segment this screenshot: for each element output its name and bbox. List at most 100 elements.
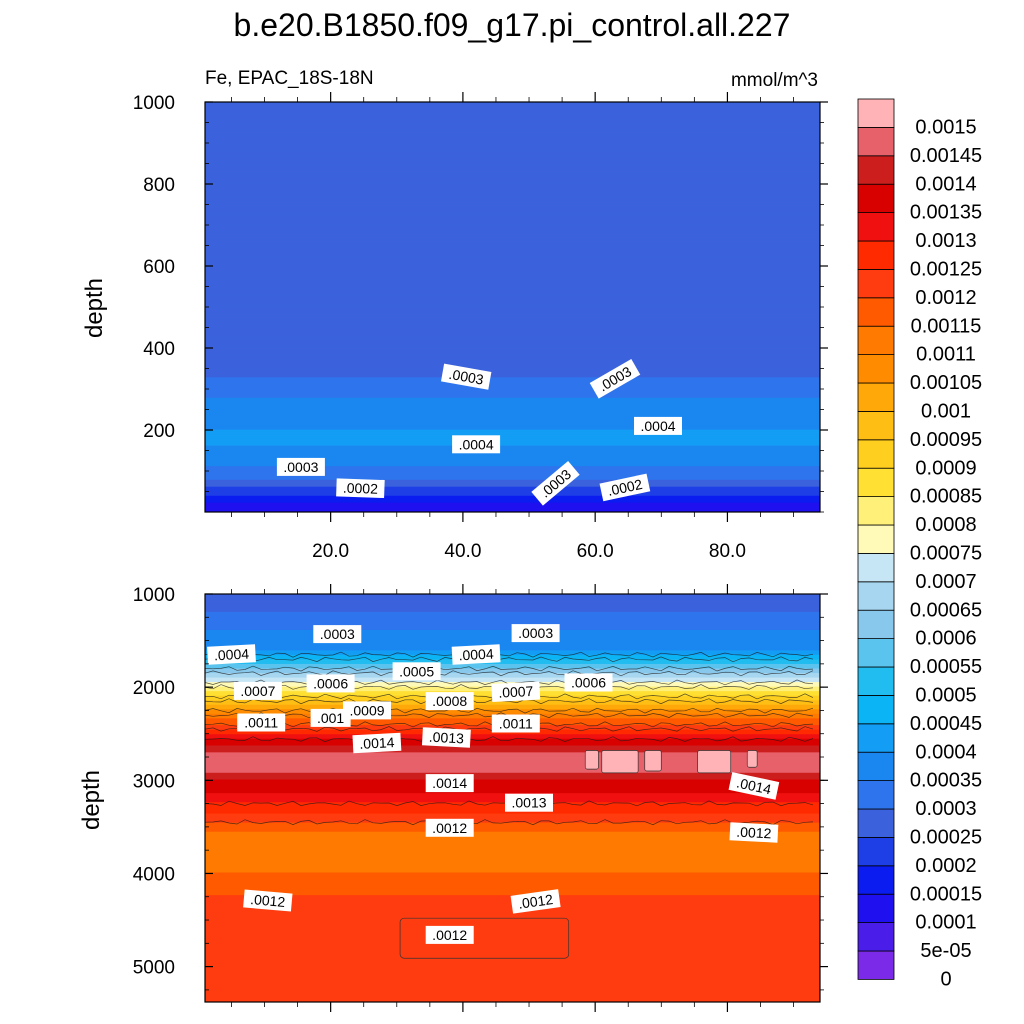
contour-band	[205, 865, 820, 869]
contour-band	[205, 763, 820, 767]
contour-band	[205, 306, 820, 310]
contour-band	[205, 188, 820, 192]
contour-label: .0007	[491, 681, 541, 703]
contour-band	[205, 702, 820, 706]
contour-band	[205, 985, 820, 989]
contour-label-bg	[491, 681, 541, 703]
contour-label-text: .0006	[313, 675, 348, 691]
contour-band	[205, 679, 820, 683]
contour-band	[205, 999, 820, 1003]
contour-band	[205, 283, 820, 287]
contour-band	[205, 883, 820, 887]
colorbar-label: 5e-05	[920, 940, 971, 962]
contour-band	[205, 400, 820, 403]
contour-band	[205, 831, 820, 835]
contour-band	[205, 858, 820, 862]
contour-band	[205, 648, 820, 651]
contour-label-bg	[589, 359, 641, 399]
contour-band	[205, 231, 820, 235]
contour-band	[205, 308, 820, 312]
contour-label: .0003	[313, 625, 362, 644]
contour-band	[205, 479, 820, 483]
contour-band	[205, 425, 820, 429]
contour-line	[204, 736, 814, 743]
contour-band	[205, 270, 820, 274]
contour-band	[205, 372, 820, 376]
contour-band	[205, 484, 820, 488]
colorbar-swatch	[857, 922, 895, 952]
contour-band	[205, 110, 820, 114]
contour-band	[205, 261, 820, 265]
contour-band	[205, 618, 820, 622]
contour-band	[205, 852, 820, 855]
contour-band	[205, 274, 820, 278]
contour-label: .0011	[491, 714, 540, 733]
contour-band	[205, 365, 820, 369]
contour-band	[205, 347, 820, 351]
colorbar: 0 5e-05 0.0001 0.00015 0.0002 0.00025 0.0003 0.…	[857, 98, 982, 991]
contour-label: .001	[310, 708, 351, 727]
contour-band	[205, 418, 820, 422]
contour-label: .0003	[441, 363, 492, 390]
colorbar-swatch	[857, 325, 895, 356]
y-tick-label: 800	[143, 175, 175, 196]
contour-band	[205, 745, 820, 749]
contour-band	[205, 988, 820, 991]
contour-band	[205, 976, 820, 980]
contour-band	[205, 677, 820, 681]
contour-label-bg	[352, 732, 402, 754]
contour-band	[205, 336, 820, 340]
contour-band	[205, 704, 820, 708]
contour-band	[205, 870, 820, 874]
contour-band	[205, 420, 820, 424]
contour-band	[205, 829, 820, 833]
contour-band	[205, 761, 820, 765]
contour-band	[205, 445, 820, 449]
colorbar-swatch	[857, 638, 895, 668]
contour-label-bg	[207, 644, 256, 665]
contour-band	[205, 765, 820, 769]
contour-label: .0012	[425, 818, 474, 837]
contour-band	[205, 220, 820, 224]
contour-band	[205, 377, 820, 381]
contour-label-text: .0009	[349, 702, 384, 718]
contour-band	[205, 151, 820, 155]
contour-label-text: .0002	[343, 480, 379, 497]
contour-band	[205, 206, 820, 210]
contour-label: .0004	[451, 644, 501, 665]
colorbar-swatch	[857, 609, 895, 640]
plot-frame	[204, 593, 821, 1003]
contour-band	[205, 443, 820, 447]
contour-band	[205, 290, 820, 294]
contour-band	[205, 759, 820, 763]
colorbar-swatch	[857, 382, 895, 412]
contour-label-text: .0004	[459, 436, 494, 452]
contour-band	[205, 654, 820, 658]
contour-band	[205, 777, 820, 781]
contour-line	[204, 707, 814, 714]
contour-band	[205, 368, 820, 372]
contour-band	[205, 190, 820, 194]
contour-band	[205, 863, 820, 867]
contour-band	[205, 129, 820, 132]
contour-band	[205, 416, 820, 419]
contour-band	[205, 160, 820, 164]
contour-band	[205, 199, 820, 203]
colorbar-swatch	[857, 666, 895, 696]
colorbar-swatch	[857, 496, 895, 526]
x-tick-label: 40.0	[444, 541, 481, 562]
contour-band	[205, 272, 820, 276]
contour-label: .0013	[505, 793, 553, 812]
contour-band	[205, 138, 820, 142]
contour-label-text: .0004	[458, 646, 494, 664]
contour-band	[205, 731, 820, 735]
contour-band	[205, 994, 820, 998]
contour-band	[205, 454, 820, 458]
contour-label-bg	[634, 416, 682, 435]
contour-label-bg	[441, 363, 492, 390]
contour-label-bg	[237, 713, 286, 732]
contour-band	[205, 343, 820, 347]
contour-band	[205, 154, 820, 157]
contour-band	[205, 972, 820, 976]
contour-label: .0003	[276, 457, 325, 476]
